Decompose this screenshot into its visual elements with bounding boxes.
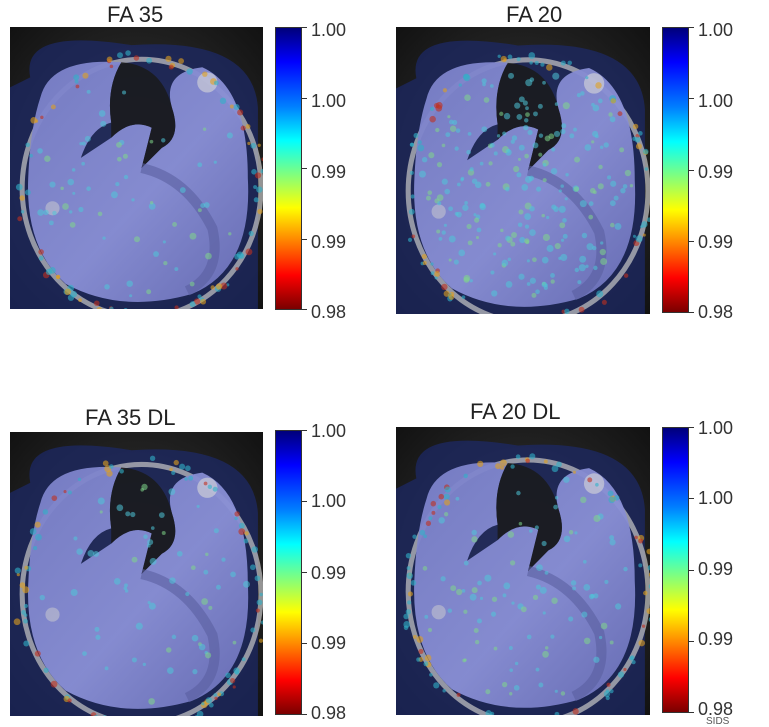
colorbar-tick — [302, 98, 307, 99]
panel-title: FA 20 DL — [470, 399, 561, 425]
colorbar-tick — [689, 241, 694, 242]
colorbar-tick — [689, 498, 694, 499]
colorbar-tick — [689, 570, 694, 571]
colorbar-tick — [689, 312, 694, 313]
colorbar-tick-label: 0.99 — [311, 232, 346, 253]
cardiac-mri-image — [10, 27, 263, 309]
colorbar-tick-label: 1.00 — [311, 91, 346, 112]
cardiac-mri-image — [396, 27, 650, 314]
colorbar-tick-label: 0.99 — [311, 162, 346, 183]
colorbar-tick — [689, 170, 694, 171]
colorbar — [662, 427, 689, 713]
colorbar-tick-label: 1.00 — [698, 488, 733, 509]
colorbar-tick — [302, 239, 307, 240]
colorbar-tick-label: 0.98 — [311, 302, 346, 323]
colorbar-tick — [302, 643, 307, 644]
colorbar-tick — [302, 714, 307, 715]
colorbar-tick-label: 1.00 — [698, 418, 733, 439]
colorbar-tick — [689, 712, 694, 713]
colorbar-tick-label: 0.99 — [698, 232, 733, 253]
colorbar-tick-label: 0.98 — [698, 302, 733, 323]
colorbar-tick-label: 1.00 — [311, 491, 346, 512]
colorbar-tick-label: 1.00 — [698, 20, 733, 41]
cardiac-mri-image — [396, 427, 650, 715]
colorbar-tick — [302, 430, 307, 431]
colorbar-tick-label: 0.99 — [698, 629, 733, 650]
panel-title: FA 20 — [506, 2, 562, 28]
colorbar — [662, 27, 689, 313]
colorbar-tick-label: 1.00 — [698, 91, 733, 112]
panel-title: FA 35 DL — [85, 405, 176, 431]
colorbar-tick-label: 0.99 — [698, 559, 733, 580]
colorbar-tick — [302, 27, 307, 28]
corner-text: SIDS — [706, 716, 729, 727]
colorbar-tick-label: 0.99 — [311, 633, 346, 654]
colorbar — [275, 430, 302, 715]
colorbar-tick — [302, 501, 307, 502]
colorbar-tick-label: 1.00 — [311, 421, 346, 442]
colorbar-tick-label: 0.99 — [311, 563, 346, 584]
colorbar-tick — [689, 427, 694, 428]
colorbar-tick — [689, 98, 694, 99]
colorbar-tick-label: 0.99 — [698, 162, 733, 183]
colorbar-tick-label: 1.00 — [311, 20, 346, 41]
colorbar-tick — [302, 168, 307, 169]
panel-title: FA 35 — [107, 2, 163, 28]
colorbar-tick — [689, 641, 694, 642]
colorbar-tick — [302, 572, 307, 573]
colorbar-tick-label: 0.98 — [311, 703, 346, 724]
cardiac-mri-image — [10, 432, 263, 716]
colorbar-tick — [302, 309, 307, 310]
colorbar — [275, 27, 302, 310]
colorbar-tick — [689, 27, 694, 28]
